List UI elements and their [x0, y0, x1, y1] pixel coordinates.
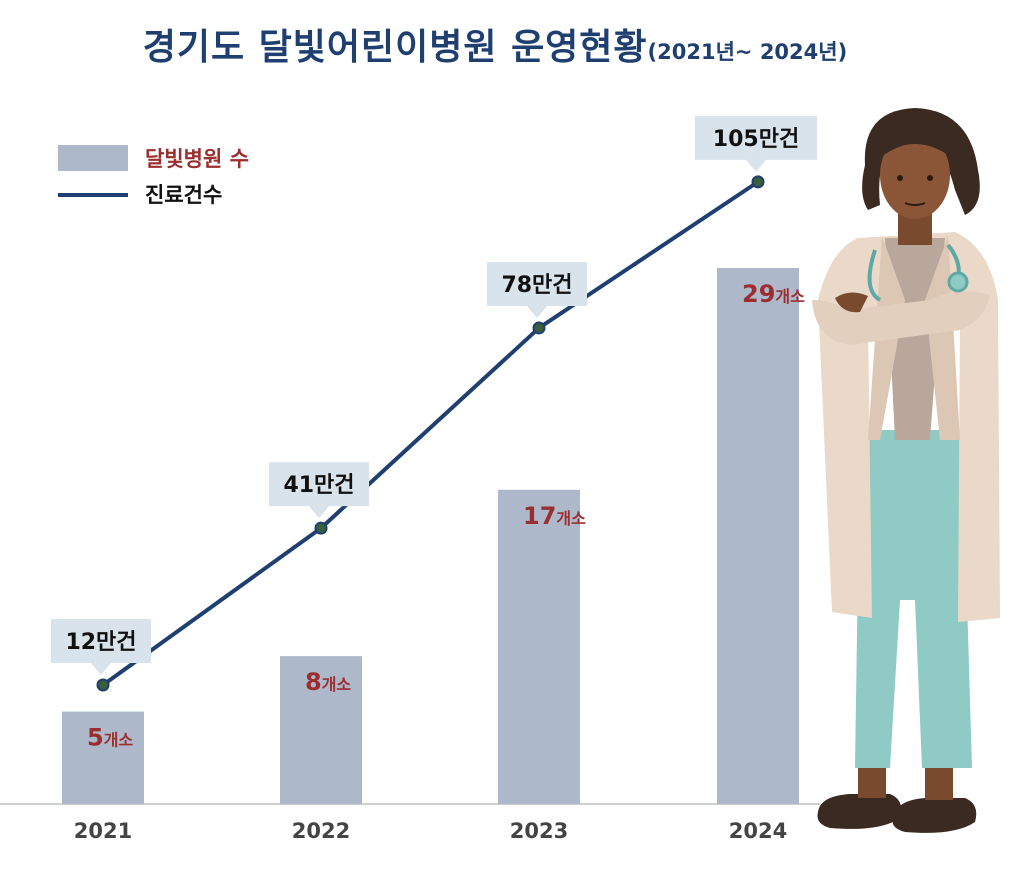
line-label-2024: 105만건: [713, 127, 799, 152]
legend-bar-swatch: [58, 145, 128, 171]
line-path: [101, 180, 760, 687]
line-point-2021: [96, 678, 110, 692]
bar-2023: [498, 489, 580, 804]
bar-value: 8: [305, 668, 322, 696]
callout-box: [487, 261, 587, 318]
bar-label-2023: 17개소: [523, 502, 586, 530]
doctor-ankle-right: [925, 762, 953, 800]
line-point-2024: [751, 175, 765, 189]
bar-value: 5: [87, 724, 104, 752]
x-tick-2023: 2023: [510, 819, 568, 843]
doctor-hand: [835, 292, 868, 313]
line-label-2022: 41만건: [283, 473, 354, 498]
line-label-2023: 78만건: [501, 273, 572, 298]
bar-2021: [62, 711, 144, 804]
bar-value: 29: [742, 280, 775, 308]
doctor-pants: [855, 430, 972, 768]
legend-bar-label: 달빛병원 수: [145, 147, 249, 171]
callout-2023: 78만건: [487, 261, 587, 318]
bar-unit: 개소: [322, 675, 352, 694]
title-main: 경기도 달빛어린이병원 운영현황: [142, 27, 648, 68]
legend-line-label: 진료건수: [145, 183, 222, 207]
doctor-eye-left: [897, 175, 903, 181]
bar-label-2024: 29개소: [742, 280, 805, 308]
bar-label-2022: 8개소: [305, 668, 351, 696]
x-tick-2022: 2022: [292, 819, 350, 843]
doctor-lapel-right: [925, 236, 960, 440]
bar-label-2021: 5개소: [87, 724, 133, 752]
chart-title: 경기도 달빛어린이병원 운영현황(2021년~ 2024년): [0, 18, 990, 70]
x-tick-2024: 2024: [729, 819, 787, 843]
bar-2024: [717, 268, 799, 804]
bar-2022: [280, 656, 362, 804]
callout-2022: 41만건: [269, 462, 369, 519]
legend: 달빛병원 수 진료건수: [58, 145, 249, 207]
callout-box: [695, 115, 817, 172]
doctor-arms: [812, 291, 990, 345]
line-point-2022: [314, 521, 328, 535]
doctor-mouth: [904, 202, 926, 206]
callout-2024: 105만건: [695, 115, 817, 172]
doctor-shoe-left: [817, 794, 902, 829]
bar-unit: 개소: [104, 731, 134, 750]
doctor-eye-right: [927, 175, 933, 181]
doctor-bangs: [878, 121, 955, 160]
line-series: [96, 175, 765, 692]
bar-unit: 개소: [556, 509, 586, 528]
line-label-2021: 12만건: [65, 630, 136, 655]
stethoscope-chestpiece: [947, 271, 969, 293]
callout-box: [269, 462, 369, 519]
doctor-face: [880, 131, 950, 219]
x-axis-ticks: 2021 2022 2023 2024: [74, 819, 787, 843]
title-suffix: (2021년~ 2024년): [647, 40, 848, 64]
bar-unit: 개소: [775, 287, 805, 306]
callout-2021: 12만건: [51, 619, 151, 675]
line-point-2023: [532, 321, 546, 335]
callout-box: [51, 619, 151, 675]
line-data-labels: 12만건 41만건 78만건 105만건: [51, 115, 817, 675]
bar-value: 17: [523, 502, 556, 530]
doctor-shoe-right: [892, 798, 977, 833]
doctor-illustration: [812, 108, 1000, 833]
x-tick-2021: 2021: [74, 819, 132, 843]
